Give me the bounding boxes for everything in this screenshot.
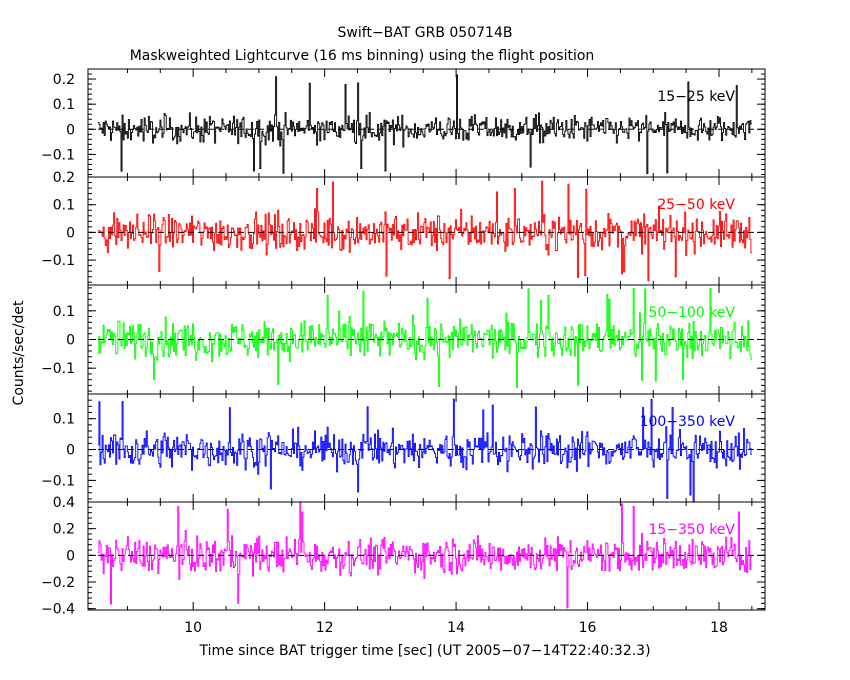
y-tick-label: 0	[66, 225, 75, 241]
panel-5: 0.4 0.2 0 −0.2 −0.4 15−350 keV	[41, 495, 766, 618]
panel-2: 0.2 0.1 0 −0.1 25−50 keV	[41, 170, 766, 286]
panel-1: 0.2 0.1 0 −0.1 15−25 keV	[41, 68, 766, 178]
chart-title: Swift−BAT GRB 050714B	[338, 25, 513, 41]
series-trace-2	[97, 180, 752, 282]
y-tick-label: 0.2	[53, 170, 75, 186]
x-axis-label: Time since BAT trigger time [sec] (UT 20…	[198, 643, 650, 659]
chart-subtitle: Maskweighted Lightcurve (16 ms binning) …	[130, 48, 595, 64]
y-tick-label: −0.4	[41, 602, 75, 618]
legend-label-1: 15−25 keV	[657, 89, 735, 105]
y-tick-label: 0	[66, 122, 75, 138]
panels-group: 0.2 0.1 0 −0.1 15−25 keV 0.2 0.1 0 −0.1 25−50 keV…	[41, 68, 766, 618]
series-trace-3	[97, 287, 752, 389]
series-trace-5	[97, 502, 752, 609]
legend-label-4: 100−350 keV	[640, 414, 736, 430]
x-tick-label: 10	[184, 620, 202, 636]
y-tick-label: −0.1	[41, 147, 75, 163]
y-tick-label: 0	[66, 548, 75, 564]
x-tick-label: 12	[316, 620, 334, 636]
series-trace-4	[97, 398, 752, 502]
panel-frame-5	[87, 501, 766, 611]
panel-3: 0.1 0 −0.1 50−100 keV	[41, 284, 766, 395]
y-tick-label: −0.1	[41, 253, 75, 269]
y-tick-label: −0.1	[41, 473, 75, 489]
series-trace-1	[97, 74, 752, 174]
y-tick-label: −0.1	[41, 361, 75, 377]
y-tick-label: −0.2	[41, 575, 75, 591]
legend-label-3: 50−100 keV	[648, 305, 735, 321]
x-tick-label: 16	[579, 620, 597, 636]
y-tick-label: 0.4	[53, 495, 75, 511]
y-tick-label: 0.2	[53, 72, 75, 88]
y-tick-label: 0	[66, 443, 75, 459]
y-axis-label: Counts/sec/det	[11, 300, 27, 405]
y-tick-label: 0.1	[53, 97, 75, 113]
legend-label-5: 15−350 keV	[648, 522, 735, 538]
y-tick-label: 0.2	[53, 522, 75, 538]
x-tick-label: 18	[710, 620, 728, 636]
y-tick-label: 0	[66, 333, 75, 349]
y-tick-label: 0.1	[53, 304, 75, 320]
y-tick-label: 0.1	[53, 198, 75, 214]
x-tick-labels: 10 12 14 16 18	[184, 620, 728, 636]
legend-label-2: 25−50 keV	[657, 197, 735, 213]
x-tick-label: 14	[447, 620, 465, 636]
panel-4: 0.1 0 −0.1 100−350 keV	[41, 393, 766, 503]
y-tick-label: 0.1	[53, 412, 75, 428]
